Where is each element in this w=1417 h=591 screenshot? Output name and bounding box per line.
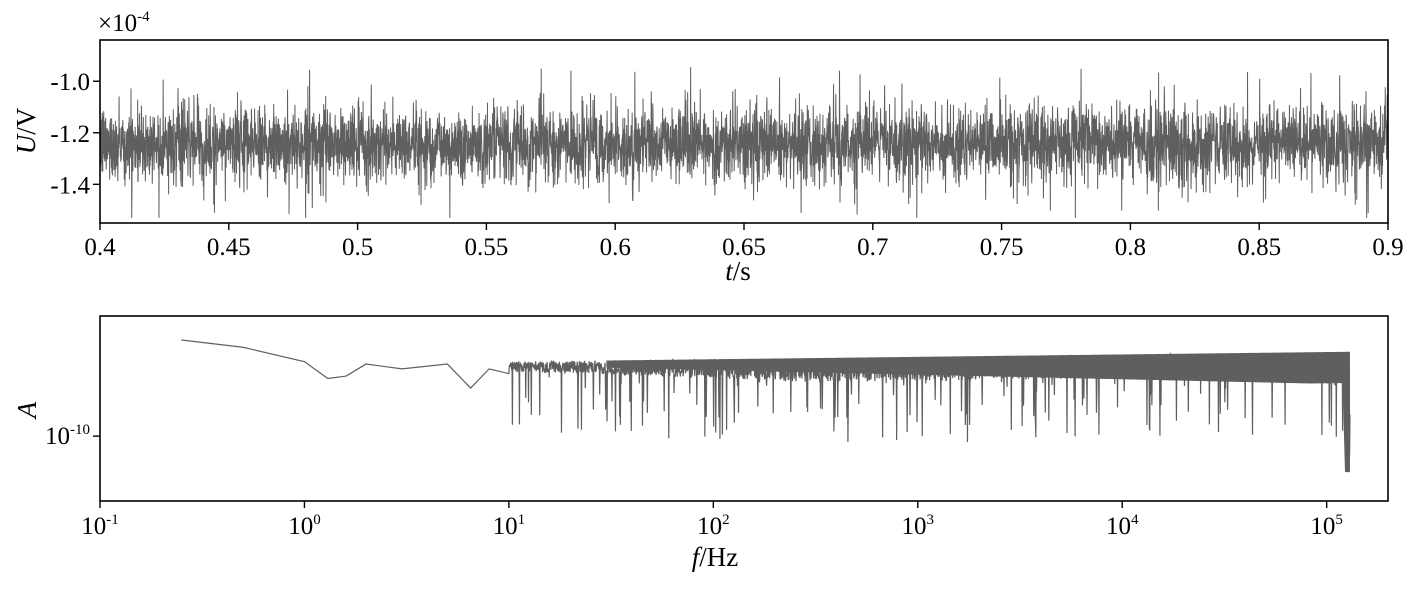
top-x-tick-label: 0.45: [207, 234, 251, 261]
top-x-tick-label: 0.7: [857, 234, 888, 261]
bottom-x-tick-label: 103: [902, 512, 935, 540]
top-x-tick-label: 0.85: [1237, 234, 1281, 261]
bottom-y-tick-label: 10-10: [45, 422, 90, 450]
spectrum-band: [606, 351, 1350, 473]
top-x-tick-label: 0.5: [342, 234, 373, 261]
bottom-x-tick-label: 104: [1106, 512, 1139, 540]
top-y-ticks: -1.0 -1.2 -1.4: [50, 69, 100, 199]
bottom-axes-frame: [99, 315, 1389, 502]
bottom-x-ticks: 10-1 100 101 102 103 104 105: [81, 501, 1343, 540]
bottom-x-tick-label: 10-1: [81, 512, 119, 540]
top-y-tick-label: -1.0: [50, 69, 90, 96]
bottom-x-tick-label: 105: [1310, 512, 1343, 540]
top-x-tick-label: 0.55: [465, 234, 509, 261]
top-y-tick-label: -1.4: [50, 172, 90, 199]
bottom-x-tick-label: 101: [493, 512, 526, 540]
bottom-x-tick-label: 100: [288, 512, 321, 540]
spectrum-chart: 10-1 100 101 102 103 104 105 10-10 f/Hz A: [12, 315, 1389, 572]
bottom-x-tick-label: 102: [697, 512, 730, 540]
top-y-axis-label: U/V: [11, 107, 41, 154]
top-y-tick-label: -1.2: [50, 121, 90, 148]
top-x-tick-label: 0.75: [980, 234, 1024, 261]
top-x-axis-label: t/s: [725, 256, 751, 286]
top-x-tick-label: 0.8: [1115, 234, 1146, 261]
top-x-tick-label: 0.6: [600, 234, 631, 261]
top-x-tick-label: 0.9: [1372, 234, 1403, 261]
top-x-tick-label: 0.4: [84, 234, 116, 261]
spectrum-trace: [181, 339, 1351, 456]
top-x-ticks: 0.4 0.45 0.5 0.55 0.6 0.65 0.7 0.75 0.8 0.85 0.9: [84, 223, 1404, 261]
bottom-y-axis-label: A: [12, 401, 42, 420]
time-signal-chart: 0.4 0.45 0.5 0.55 0.6 0.65 0.7 0.75 0.8 0.85 0.9 -…: [11, 9, 1404, 286]
bottom-y-ticks: 10-10: [45, 422, 100, 450]
bottom-x-axis-label: f/Hz: [692, 542, 739, 572]
top-x-tick-label: 0.65: [722, 234, 766, 261]
signal-trace: [100, 67, 1388, 218]
y-offset-label: ×10-4: [98, 9, 150, 37]
